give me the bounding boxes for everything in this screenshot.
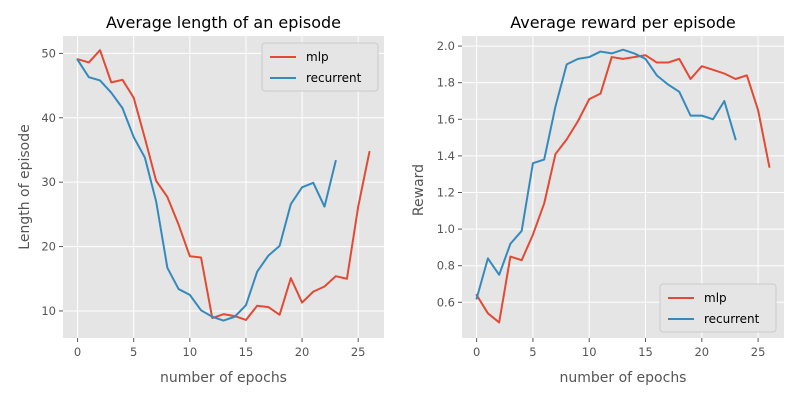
x-tick-label: 20 xyxy=(694,345,709,359)
x-tick-label: 15 xyxy=(638,345,653,359)
x-ticks: 0 5 10 15 20 25 xyxy=(74,338,366,359)
chart-reward: 0 5 10 15 20 25 0.6 0.8 1.0 1.2 1.4 1.6 1.8 2.0 Aver… xyxy=(411,13,784,386)
x-tick-label: 25 xyxy=(351,345,366,359)
y-tick-label: 1.6 xyxy=(437,112,455,126)
y-axis-label: Length of episode xyxy=(17,124,33,249)
y-ticks: 0.6 0.8 1.0 1.2 1.4 1.6 1.8 2.0 xyxy=(437,39,462,309)
x-tick-label: 0 xyxy=(74,345,81,359)
y-tick-label: 30 xyxy=(41,175,56,189)
y-tick-label: 20 xyxy=(41,240,56,254)
legend-label-recurrent: recurrent xyxy=(704,312,760,326)
y-tick-label: 10 xyxy=(41,304,56,318)
x-tick-label: 10 xyxy=(582,345,597,359)
x-tick-label: 5 xyxy=(130,345,137,359)
legend-label-mlp: mlp xyxy=(306,50,329,64)
chart-title: Average reward per episode xyxy=(510,13,736,32)
y-tick-label: 1.0 xyxy=(437,222,455,236)
x-tick-label: 25 xyxy=(751,345,766,359)
legend: mlp recurrent xyxy=(659,283,777,333)
series-layer xyxy=(76,49,371,322)
y-ticks: 10 20 30 40 50 xyxy=(41,46,63,318)
chart-title: Average length of an episode xyxy=(106,13,341,32)
x-axis-label: number of epochs xyxy=(560,370,687,386)
y-tick-label: 1.8 xyxy=(437,76,455,90)
y-tick-label: 1.4 xyxy=(437,149,455,163)
x-tick-label: 15 xyxy=(239,345,254,359)
x-tick-label: 10 xyxy=(183,345,198,359)
legend-label-recurrent: recurrent xyxy=(306,71,362,85)
y-tick-label: 1.2 xyxy=(437,185,455,199)
x-ticks: 0 5 10 15 20 25 xyxy=(473,338,765,359)
x-tick-label: 5 xyxy=(529,345,536,359)
y-tick-label: 0.8 xyxy=(437,259,455,273)
y-axis-label: Reward xyxy=(411,164,427,216)
series-layer xyxy=(475,48,771,324)
series-line-recurrent xyxy=(475,48,737,300)
x-tick-label: 0 xyxy=(473,345,480,359)
legend: mlp recurrent xyxy=(261,42,379,92)
x-axis-label: number of epochs xyxy=(160,370,287,386)
y-tick-label: 40 xyxy=(41,111,56,125)
series-line-mlp xyxy=(76,49,371,321)
chart-episode-length: 0 5 10 15 20 25 10 20 30 40 50 Average length of … xyxy=(17,13,384,386)
legend-label-mlp: mlp xyxy=(704,291,727,305)
x-tick-label: 20 xyxy=(295,345,310,359)
y-tick-label: 50 xyxy=(41,46,56,60)
y-tick-label: 2.0 xyxy=(437,39,455,53)
series-line-recurrent xyxy=(76,58,337,322)
series-line-mlp xyxy=(475,54,771,324)
y-tick-label: 0.6 xyxy=(437,295,455,309)
